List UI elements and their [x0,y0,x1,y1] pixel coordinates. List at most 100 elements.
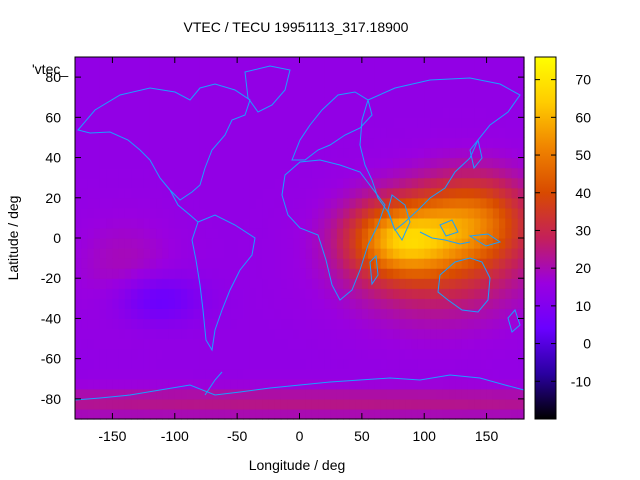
heatmap-cell [112,197,120,209]
heatmap-cell [436,77,444,88]
heatmap-cell [374,167,382,179]
heatmap-cell [374,398,382,410]
heatmap-cell [461,288,469,299]
heatmap-cell [305,207,313,219]
heatmap-cell [299,388,307,400]
heatmap-cell [81,207,89,219]
heatmap-cell [430,268,438,279]
heatmap-cell [368,207,375,219]
heatmap-cell [411,268,419,279]
heatmap-cell [467,328,475,340]
heatmap-cell [343,338,350,350]
heatmap-cell [442,137,450,149]
heatmap-cell [106,368,114,380]
heatmap-cell [393,258,400,269]
heatmap-cell [324,217,332,229]
heatmap-cell [181,358,188,370]
heatmap-cell [193,278,201,289]
heatmap-cell [75,358,82,370]
heatmap-cell [243,378,251,390]
heatmap-cell [230,378,238,390]
heatmap-cell [137,398,145,410]
heatmap-cell [442,328,450,340]
heatmap-cell [205,167,213,179]
heatmap-cell [174,258,182,269]
heatmap-cell [137,268,145,279]
heatmap-cell [149,167,157,179]
heatmap-cell [461,107,469,118]
heatmap-cell [287,137,294,149]
colorbar-tick-label: 10 [575,298,591,314]
heatmap-cell [324,157,332,169]
heatmap-cell [517,227,525,239]
heatmap-cell [262,388,269,400]
heatmap-cell [293,167,301,179]
heatmap-cell [237,318,244,330]
heatmap-cell [124,137,132,149]
heatmap-cell [318,97,326,108]
heatmap-cell [318,338,326,350]
heatmap-cell [361,358,369,370]
heatmap-cell [336,338,344,350]
heatmap-cell [212,167,220,179]
heatmap-cell [280,288,288,299]
heatmap-cell [156,408,163,420]
coastline-south-america [191,214,256,352]
heatmap-cell [162,258,170,269]
heatmap-cell [218,368,226,380]
heatmap-cell [511,308,519,320]
heatmap-cell [436,117,444,128]
heatmap-cell [480,147,488,159]
heatmap-cell [430,77,438,88]
heatmap-cell [318,278,326,289]
heatmap-cell [417,298,425,309]
heatmap-cell [511,328,519,340]
heatmap-cell [467,227,475,239]
heatmap-cell [205,107,213,118]
heatmap-cell [449,127,457,139]
heatmap-cell [305,107,313,118]
heatmap-cell [205,238,213,249]
heatmap-cell [449,368,457,380]
heatmap-cell [168,147,176,159]
heatmap-cell [224,177,232,189]
heatmap-cell [486,127,494,139]
heatmap-cell [87,298,95,309]
heatmap-cell [255,288,263,299]
heatmap-cell [393,127,400,139]
heatmap-cell [486,348,494,360]
heatmap-cell [99,147,107,159]
heatmap-cell [343,57,350,68]
heatmap-cell [436,217,444,229]
heatmap-cell [368,67,375,78]
heatmap-cell [436,227,444,239]
heatmap-cell [187,77,195,88]
heatmap-cell [99,227,107,239]
heatmap-cell [187,338,195,350]
heatmap-cell [442,167,450,179]
heatmap-cell [405,117,413,128]
heatmap-cell [499,107,506,118]
heatmap-cell [181,177,188,189]
heatmap-cell [143,258,151,269]
heatmap-cell [75,67,82,78]
heatmap-cell [405,398,413,410]
heatmap-cell [330,157,338,169]
heatmap-cell [449,227,457,239]
heatmap-cell [299,137,307,149]
heatmap-cell [486,308,494,320]
heatmap-cell [118,167,126,179]
heatmap-cell [106,187,114,199]
heatmap-cell [293,97,301,108]
heatmap-cell [174,87,182,98]
heatmap-cell [205,368,213,380]
heatmap-cell [212,117,220,128]
heatmap-cell [336,368,344,380]
heatmap-cell [368,217,375,229]
heatmap-cell [311,288,319,299]
heatmap-cell [187,127,195,139]
heatmap-cell [361,227,369,239]
heatmap-cell [505,167,513,179]
heatmap-cell [424,268,432,279]
heatmap-cell [131,147,138,159]
